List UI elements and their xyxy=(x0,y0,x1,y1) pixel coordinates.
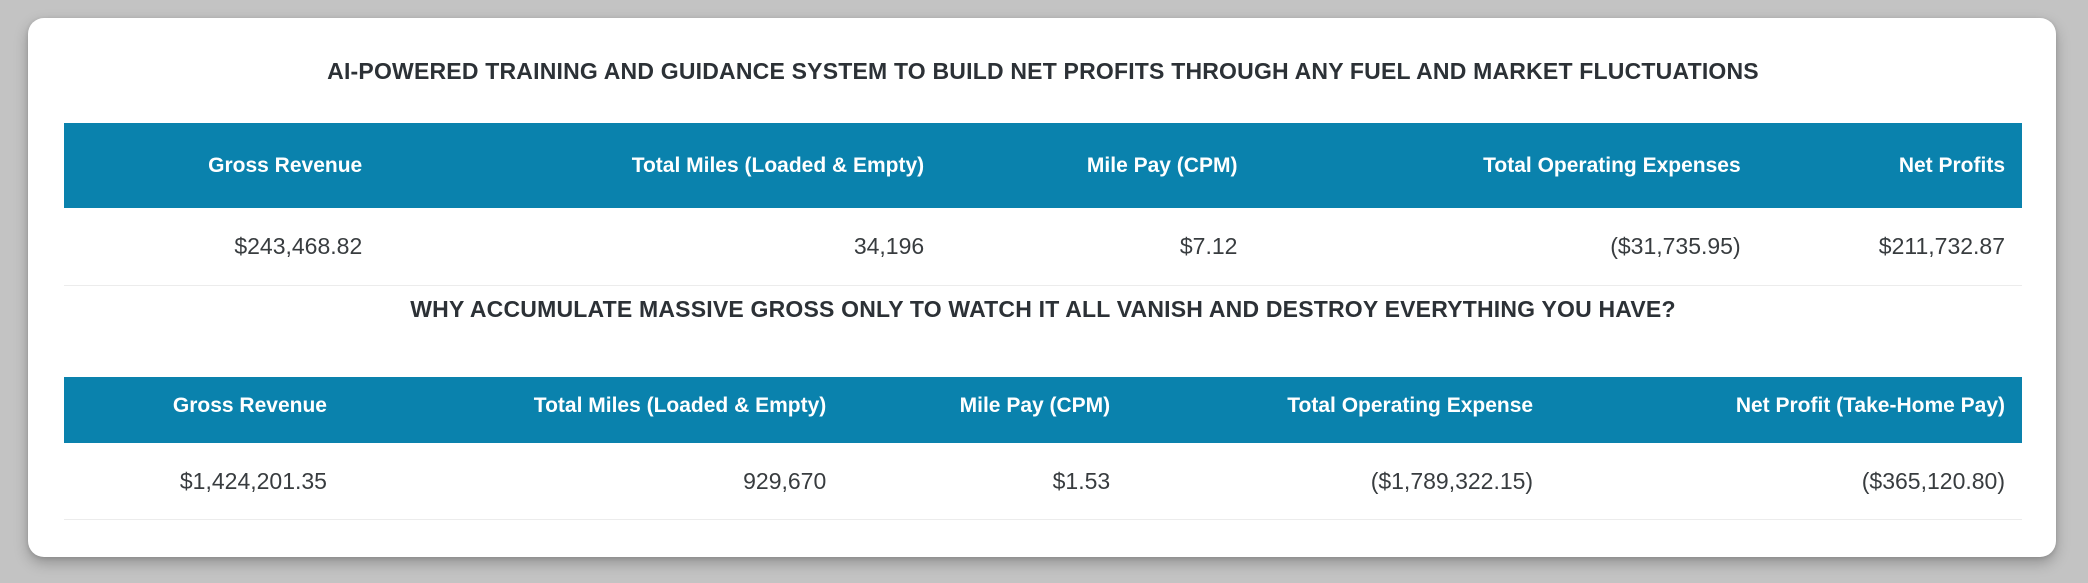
gross-loss-table: Gross Revenue Total Miles (Loaded & Empty… xyxy=(64,377,2022,520)
table-cell: $7.12 xyxy=(941,208,1255,286)
table-header-row: Gross Revenue Total Miles (Loaded & Empty… xyxy=(64,123,2022,208)
table-row: $1,424,201.35 929,670 $1.53 ($1,789,322.15)… xyxy=(64,443,2022,520)
section2-title-row: WHY ACCUMULATE MASSIVE GROSS ONLY TO WAT… xyxy=(64,286,2022,377)
column-header: Net Profit (Take-Home Pay) xyxy=(1550,377,2022,443)
section1-heading: AI-POWERED TRAINING AND GUIDANCE SYSTEM … xyxy=(327,57,1759,84)
column-header: Mile Pay (CPM) xyxy=(941,123,1255,208)
table-cell: $1.53 xyxy=(843,443,1128,520)
table-cell: 34,196 xyxy=(379,208,942,286)
column-header: Total Operating Expenses xyxy=(1254,123,1758,208)
column-header: Gross Revenue xyxy=(64,377,344,443)
table-cell: ($365,120.80) xyxy=(1550,443,2022,520)
table-header-row: Gross Revenue Total Miles (Loaded & Empty… xyxy=(64,377,2022,443)
column-header: Total Miles (Loaded & Empty) xyxy=(379,123,942,208)
table-cell: $211,732.87 xyxy=(1757,208,2022,286)
table-cell: $1,424,201.35 xyxy=(64,443,344,520)
content-card: AI-POWERED TRAINING AND GUIDANCE SYSTEM … xyxy=(28,18,2056,557)
section2-heading: WHY ACCUMULATE MASSIVE GROSS ONLY TO WAT… xyxy=(410,296,1676,322)
column-header: Net Profits xyxy=(1757,123,2022,208)
column-header: Total Operating Expense xyxy=(1127,377,1551,443)
table-cell: $243,468.82 xyxy=(64,208,380,286)
net-profits-table: Gross Revenue Total Miles (Loaded & Empty… xyxy=(64,123,2022,286)
section1-title-row: AI-POWERED TRAINING AND GUIDANCE SYSTEM … xyxy=(64,18,2022,123)
table-cell: 929,670 xyxy=(343,443,844,520)
column-header: Gross Revenue xyxy=(64,123,380,208)
table-cell: ($31,735.95) xyxy=(1254,208,1758,286)
column-header: Mile Pay (CPM) xyxy=(843,377,1128,443)
table-cell: ($1,789,322.15) xyxy=(1127,443,1551,520)
column-header: Total Miles (Loaded & Empty) xyxy=(343,377,844,443)
table-row: $243,468.82 34,196 $7.12 ($31,735.95) $211,7… xyxy=(64,208,2022,286)
